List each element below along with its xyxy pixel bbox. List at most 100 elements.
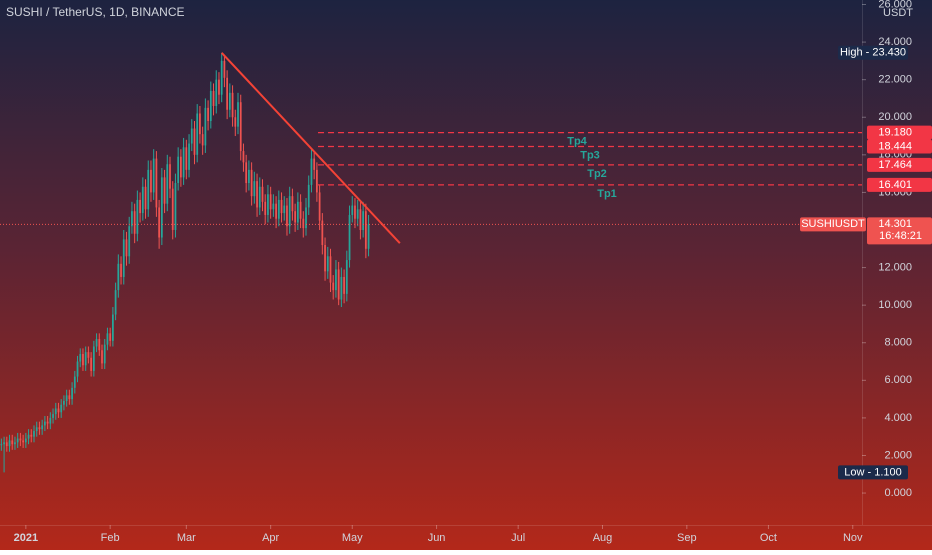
candle-body xyxy=(33,431,35,437)
candle-body xyxy=(196,113,199,155)
candle-body xyxy=(22,440,25,443)
x-tick-label: 2021 xyxy=(14,532,38,544)
candle-body xyxy=(54,408,57,415)
candle-body xyxy=(264,201,267,215)
candle-body xyxy=(253,181,256,197)
last-price-badge xyxy=(867,217,932,245)
candle-body xyxy=(30,434,33,437)
candle-body xyxy=(237,102,239,127)
level-value: 17.464 xyxy=(878,159,912,171)
candle-body xyxy=(112,314,114,341)
candle-body xyxy=(169,164,171,189)
y-tick-label: 20.000 xyxy=(878,111,912,123)
candle-body xyxy=(14,442,16,445)
candle-body xyxy=(201,134,204,146)
candle-body xyxy=(160,177,163,238)
level-value: 16.401 xyxy=(878,179,912,191)
extreme-label: Low - 1.100 xyxy=(844,466,901,478)
candle-body xyxy=(52,414,54,418)
candle-body xyxy=(180,156,182,178)
candle-body xyxy=(231,92,234,118)
candle-body xyxy=(103,344,106,364)
candle-body xyxy=(133,211,136,234)
candle-body xyxy=(226,77,229,110)
candle-body xyxy=(199,113,201,135)
candle-body xyxy=(65,395,68,401)
candle-body xyxy=(354,205,356,219)
extreme-badge xyxy=(838,45,908,60)
y-tick-label: 22.000 xyxy=(878,74,912,86)
candle-body xyxy=(177,156,180,184)
candle-body xyxy=(144,186,147,210)
x-tick-label: May xyxy=(342,532,363,544)
candle-body xyxy=(239,102,242,152)
x-tick-label: Aug xyxy=(593,532,613,544)
candle-body xyxy=(286,205,288,227)
target-label: Tp4 xyxy=(567,136,587,148)
candle-body xyxy=(49,417,52,424)
candle-body xyxy=(351,205,354,215)
candle-body xyxy=(27,434,30,439)
level-badge xyxy=(867,157,932,172)
y-tick-label: 10.000 xyxy=(878,299,912,311)
candle-body xyxy=(76,361,79,377)
target-label: Tp2 xyxy=(587,168,607,180)
candle-body xyxy=(79,354,82,362)
candle-body xyxy=(324,245,326,272)
level-badge xyxy=(867,125,932,140)
candle-body xyxy=(215,79,218,106)
candle-body xyxy=(313,158,316,170)
candle-body xyxy=(38,427,41,430)
candle-body xyxy=(114,290,117,315)
candle-body xyxy=(158,207,161,238)
candle-body xyxy=(87,352,90,358)
candle-body xyxy=(19,438,22,441)
y-tick-label: 12.000 xyxy=(878,261,912,273)
candle-body xyxy=(150,169,152,193)
candle-body xyxy=(318,192,321,221)
candle-body xyxy=(106,333,109,345)
candle-body xyxy=(256,181,258,208)
candle-body xyxy=(258,186,261,208)
candle-body xyxy=(294,211,297,223)
candle-body xyxy=(24,438,27,443)
candle-body xyxy=(57,408,60,413)
candle-body xyxy=(182,147,185,178)
x-tick-label: Mar xyxy=(177,532,196,544)
x-tick-label: Sep xyxy=(677,532,697,544)
candle-body xyxy=(291,196,294,212)
symbol-label: SUSHIUSDT xyxy=(801,218,865,230)
candle-body xyxy=(46,421,49,424)
candle-body xyxy=(125,239,128,257)
candle-body xyxy=(272,203,275,210)
y-tick-label: 2.000 xyxy=(884,449,912,461)
candle-body xyxy=(267,194,269,215)
y-tick-label: 4.000 xyxy=(884,412,912,424)
candle-body xyxy=(141,186,144,214)
candle-body xyxy=(16,438,19,443)
candle-body xyxy=(109,333,112,341)
candle-body xyxy=(204,107,207,146)
candle-body xyxy=(242,151,245,163)
candle-body xyxy=(98,338,101,351)
candle-body xyxy=(269,194,272,210)
candle-body xyxy=(120,263,122,277)
trend-line xyxy=(220,52,401,244)
candle-body xyxy=(188,143,190,170)
candle-body xyxy=(223,60,226,78)
candle-body xyxy=(364,211,367,249)
x-tick-label: Feb xyxy=(101,532,120,544)
candle-body xyxy=(11,440,14,445)
candle-body xyxy=(84,352,87,366)
candle-body xyxy=(359,209,362,230)
candle-body xyxy=(35,427,38,432)
candle-body xyxy=(95,338,98,347)
candle-body xyxy=(8,440,11,447)
candle-body xyxy=(163,177,166,204)
x-tick-label: Oct xyxy=(760,532,777,544)
candle-body xyxy=(155,158,158,208)
candle-body xyxy=(193,128,196,155)
candle-body xyxy=(307,184,310,208)
y-tick-label: 24.000 xyxy=(878,36,912,48)
level-badge xyxy=(867,139,932,154)
